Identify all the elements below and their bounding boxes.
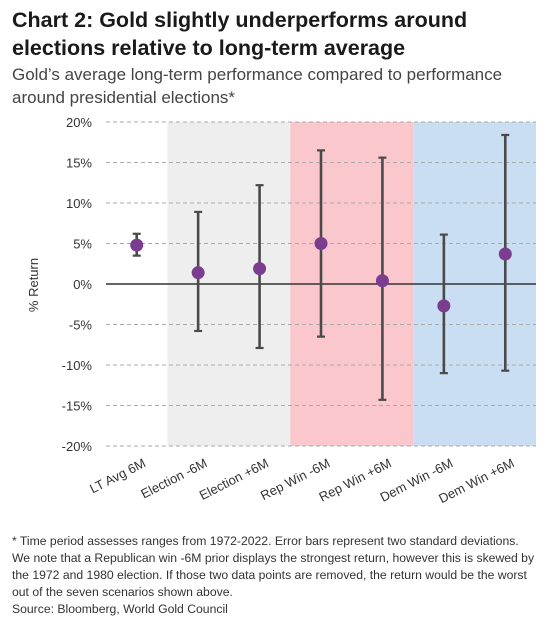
y-tick-label: 10% xyxy=(66,196,92,211)
footnote-source: Source: Bloomberg, World Gold Council xyxy=(12,602,228,616)
y-tick-label: 15% xyxy=(66,156,92,171)
y-tick-label: -20% xyxy=(62,439,93,454)
chart-title: Chart 2: Gold slightly underperforms aro… xyxy=(12,8,468,60)
gridlines xyxy=(106,121,536,447)
data-point xyxy=(191,266,205,280)
y-axis-ticks: 20% 15% 10% 5% 0% -5% -10% -15% -20% xyxy=(62,115,93,454)
footnote: * Time period assesses ranges from 1972-… xyxy=(12,533,540,618)
data-points xyxy=(130,237,512,313)
data-point xyxy=(437,299,451,313)
data-point xyxy=(130,238,144,252)
y-tick-label: 20% xyxy=(66,115,92,130)
data-point xyxy=(498,247,512,261)
y-tick-label: -15% xyxy=(62,399,93,414)
footnote-text: * Time period assesses ranges from 1972-… xyxy=(12,534,535,599)
y-tick-label: -10% xyxy=(62,358,93,373)
x-tick-label: Election +6M xyxy=(197,455,271,503)
y-tick-label: 0% xyxy=(73,277,92,292)
data-point xyxy=(375,274,389,288)
y-tick-label: -5% xyxy=(69,318,93,333)
data-point xyxy=(314,237,328,250)
chart-subtitle: Gold’s average long-term performance com… xyxy=(12,65,503,107)
data-point xyxy=(253,262,267,276)
y-axis-label: % Return xyxy=(26,258,41,312)
error-bar-chart: 20% 15% 10% 5% 0% -5% -10% -15% -20% LT Avg 6MEl… xyxy=(26,115,536,506)
y-tick-label: 5% xyxy=(73,237,92,252)
